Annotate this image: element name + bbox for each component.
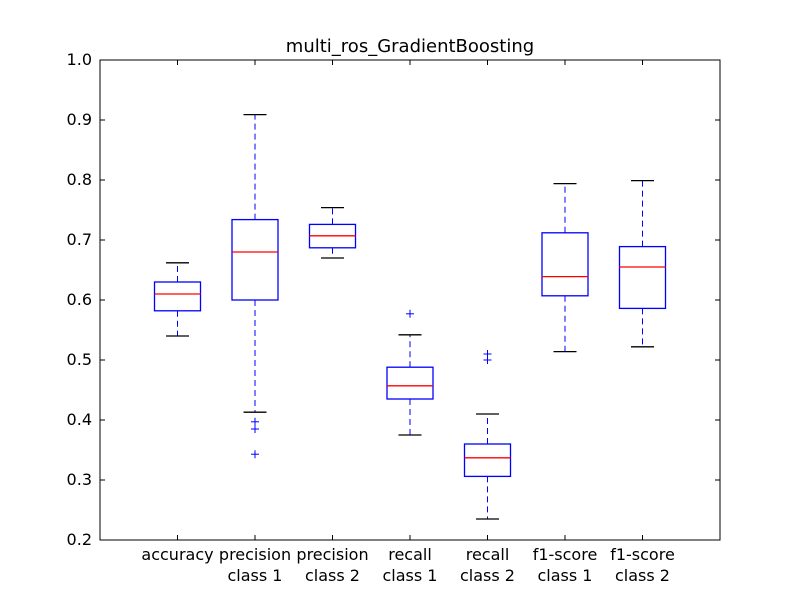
- iqr-box: [618, 245, 667, 310]
- x-tick-label: class 1: [538, 566, 593, 585]
- x-tick-label: precision: [219, 545, 291, 564]
- y-tick-label: 1.0: [67, 50, 92, 69]
- axes-frame: [99, 59, 721, 541]
- y-tick-label: 0.6: [67, 290, 92, 309]
- x-tick-label: f1-score: [610, 545, 675, 564]
- chart-title: multi_ros_GradientBoosting: [286, 36, 534, 57]
- x-tick-label: class 2: [305, 566, 360, 585]
- iqr-box: [541, 232, 589, 297]
- outlier-marker: [251, 450, 259, 459]
- box-group: [231, 113, 279, 459]
- box-group: [308, 206, 357, 259]
- x-tick-label: class 2: [460, 566, 515, 585]
- iqr-box: [463, 443, 512, 478]
- x-tick-label: accuracy: [141, 545, 213, 564]
- y-tick-label: 0.9: [67, 110, 92, 129]
- outlier-marker: [406, 309, 414, 318]
- iqr-box: [153, 281, 202, 312]
- x-tick-label: recall: [466, 545, 510, 564]
- box-group: [541, 182, 589, 353]
- iqr-box: [386, 366, 434, 400]
- outlier-marker: [251, 417, 259, 426]
- outlier-marker: [483, 356, 492, 364]
- y-axis: 0.2 0.3 0.4 0.5 0.6 0.7 0.8 0.9 1.0: [67, 50, 720, 549]
- x-tick-label: class 1: [383, 566, 438, 585]
- y-tick-label: 0.3: [67, 470, 92, 489]
- iqr-box: [231, 218, 279, 301]
- y-tick-label: 0.4: [67, 410, 92, 429]
- box-group: [463, 350, 512, 520]
- x-tick-label: class 1: [228, 566, 283, 585]
- x-tick-label: class 2: [615, 566, 670, 585]
- y-tick-label: 0.5: [67, 350, 92, 369]
- x-tick-label: precision: [296, 545, 368, 564]
- y-tick-label: 0.2: [67, 530, 92, 549]
- y-tick-label: 0.8: [67, 170, 92, 189]
- y-tick-label: 0.7: [67, 230, 92, 249]
- box-group: [618, 179, 667, 348]
- plot-area: [153, 113, 667, 520]
- x-axis: accuracy precision class 1 precision class 2…: [141, 60, 675, 585]
- box-group: [153, 262, 202, 337]
- x-tick-label: recall: [388, 545, 432, 564]
- x-tick-label: f1-score: [533, 545, 598, 564]
- outlier-marker: [251, 425, 259, 433]
- box-group: [386, 309, 434, 436]
